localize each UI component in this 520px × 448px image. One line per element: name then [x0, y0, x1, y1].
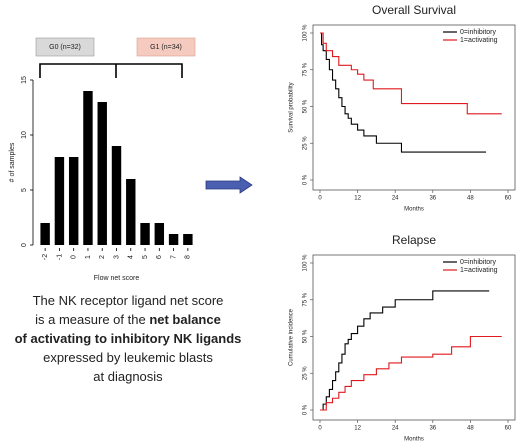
y-tick-label: 0 % — [303, 174, 309, 185]
x-tick-label: 12 — [354, 196, 361, 202]
caption-text: is a measure of the — [35, 312, 149, 327]
chart-title: Overall Survival — [372, 3, 456, 17]
caption-line: The NK receptor ligand net score — [33, 293, 224, 308]
y-tick-label: 15 — [21, 76, 28, 84]
caption-text: of activating to inhibitory NK ligands — [15, 331, 242, 346]
group-label: G1 (n=34) — [150, 44, 182, 51]
y-tick-label: 75 % — [303, 62, 309, 76]
caption-text: The NK receptor ligand net score — [33, 293, 224, 308]
bar — [126, 179, 136, 245]
chart-title: Relapse — [392, 233, 436, 247]
y-tick-label: 75 % — [303, 292, 309, 306]
x-tick-label: 36 — [429, 426, 436, 432]
arrow — [205, 176, 253, 194]
x-tick-label: 24 — [392, 426, 399, 432]
bar — [40, 223, 50, 245]
group-box — [35, 37, 95, 57]
y-tick-label: 25 % — [303, 136, 309, 150]
caption-line: at diagnosis — [93, 369, 163, 384]
x-axis-label: Months — [404, 437, 424, 443]
x-tick-label: 3 — [113, 255, 120, 259]
y-axis-label: # of samples — [9, 142, 16, 182]
x-tick-label: -2 — [42, 254, 49, 260]
group-box — [136, 37, 196, 57]
bar — [154, 223, 165, 245]
y-tick-label: 100 % — [303, 254, 309, 272]
x-tick-label: 48 — [467, 426, 474, 432]
x-tick-label: 2 — [99, 255, 106, 259]
caption-line: expressed by leukemic blasts — [43, 350, 213, 365]
y-tick-label: 100 % — [303, 24, 309, 42]
series-line — [320, 32, 487, 153]
caption: The NK receptor ligand net score is a mea… — [15, 293, 242, 384]
bar — [111, 146, 122, 245]
bar — [168, 234, 179, 245]
caption-text: expressed by leukemic blasts — [43, 350, 213, 365]
bracket — [39, 63, 183, 78]
x-tick-label: -1 — [56, 254, 63, 260]
bar — [140, 223, 150, 245]
caption-text: net balance — [149, 312, 221, 327]
bar — [68, 157, 79, 245]
y-tick-label: 50 % — [303, 99, 309, 113]
x-tick-label: 48 — [467, 196, 474, 202]
x-tick-label: 0 — [318, 196, 322, 202]
x-axis-label: Months — [404, 207, 424, 213]
x-tick-label: 0 — [71, 255, 78, 259]
caption-line: is a measure of the net balance — [35, 312, 221, 327]
bar — [83, 91, 93, 245]
y-axis-label: Cumulative incidence — [289, 308, 295, 366]
y-axis-label: Survival probability — [289, 82, 295, 132]
legend-label: 1=activating — [460, 37, 498, 44]
x-tick-label: 1 — [85, 255, 92, 259]
x-tick-label: 5 — [142, 255, 149, 259]
x-tick-label: 0 — [318, 426, 322, 432]
x-tick-label: 6 — [156, 255, 163, 259]
y-tick-label: 5 — [21, 188, 28, 192]
legend-label: 0=inhibitory — [460, 259, 496, 266]
x-tick-label: 36 — [429, 196, 436, 202]
series-line — [320, 290, 490, 411]
x-tick-label: 60 — [505, 426, 512, 432]
x-tick-label: 60 — [505, 196, 512, 202]
y-tick-label: 0 — [21, 243, 28, 247]
x-tick-label: 24 — [392, 196, 399, 202]
bar — [97, 102, 107, 245]
legend-label: 1=activating — [460, 267, 498, 274]
series-line — [320, 335, 502, 411]
caption-line: of activating to inhibitory NK ligands — [15, 331, 242, 346]
plot-frame — [312, 24, 516, 191]
x-tick-label: 4 — [128, 255, 135, 259]
x-tick-label: 12 — [354, 426, 361, 432]
series-line — [320, 32, 502, 115]
y-tick-label: 0 % — [303, 404, 309, 415]
bar — [54, 157, 65, 245]
y-tick-label: 10 — [21, 131, 28, 139]
plot-frame — [312, 254, 516, 421]
x-axis-label: Flow net score — [94, 275, 140, 282]
y-tick-label: 25 % — [303, 366, 309, 380]
y-tick-label: 50 % — [303, 329, 309, 343]
legend-label: 0=inhibitory — [460, 29, 496, 36]
caption-text: at diagnosis — [93, 369, 163, 384]
bar — [183, 234, 193, 245]
group-label: G0 (n=32) — [49, 44, 81, 51]
x-tick-label: 8 — [185, 255, 192, 259]
x-tick-label: 7 — [170, 255, 177, 259]
